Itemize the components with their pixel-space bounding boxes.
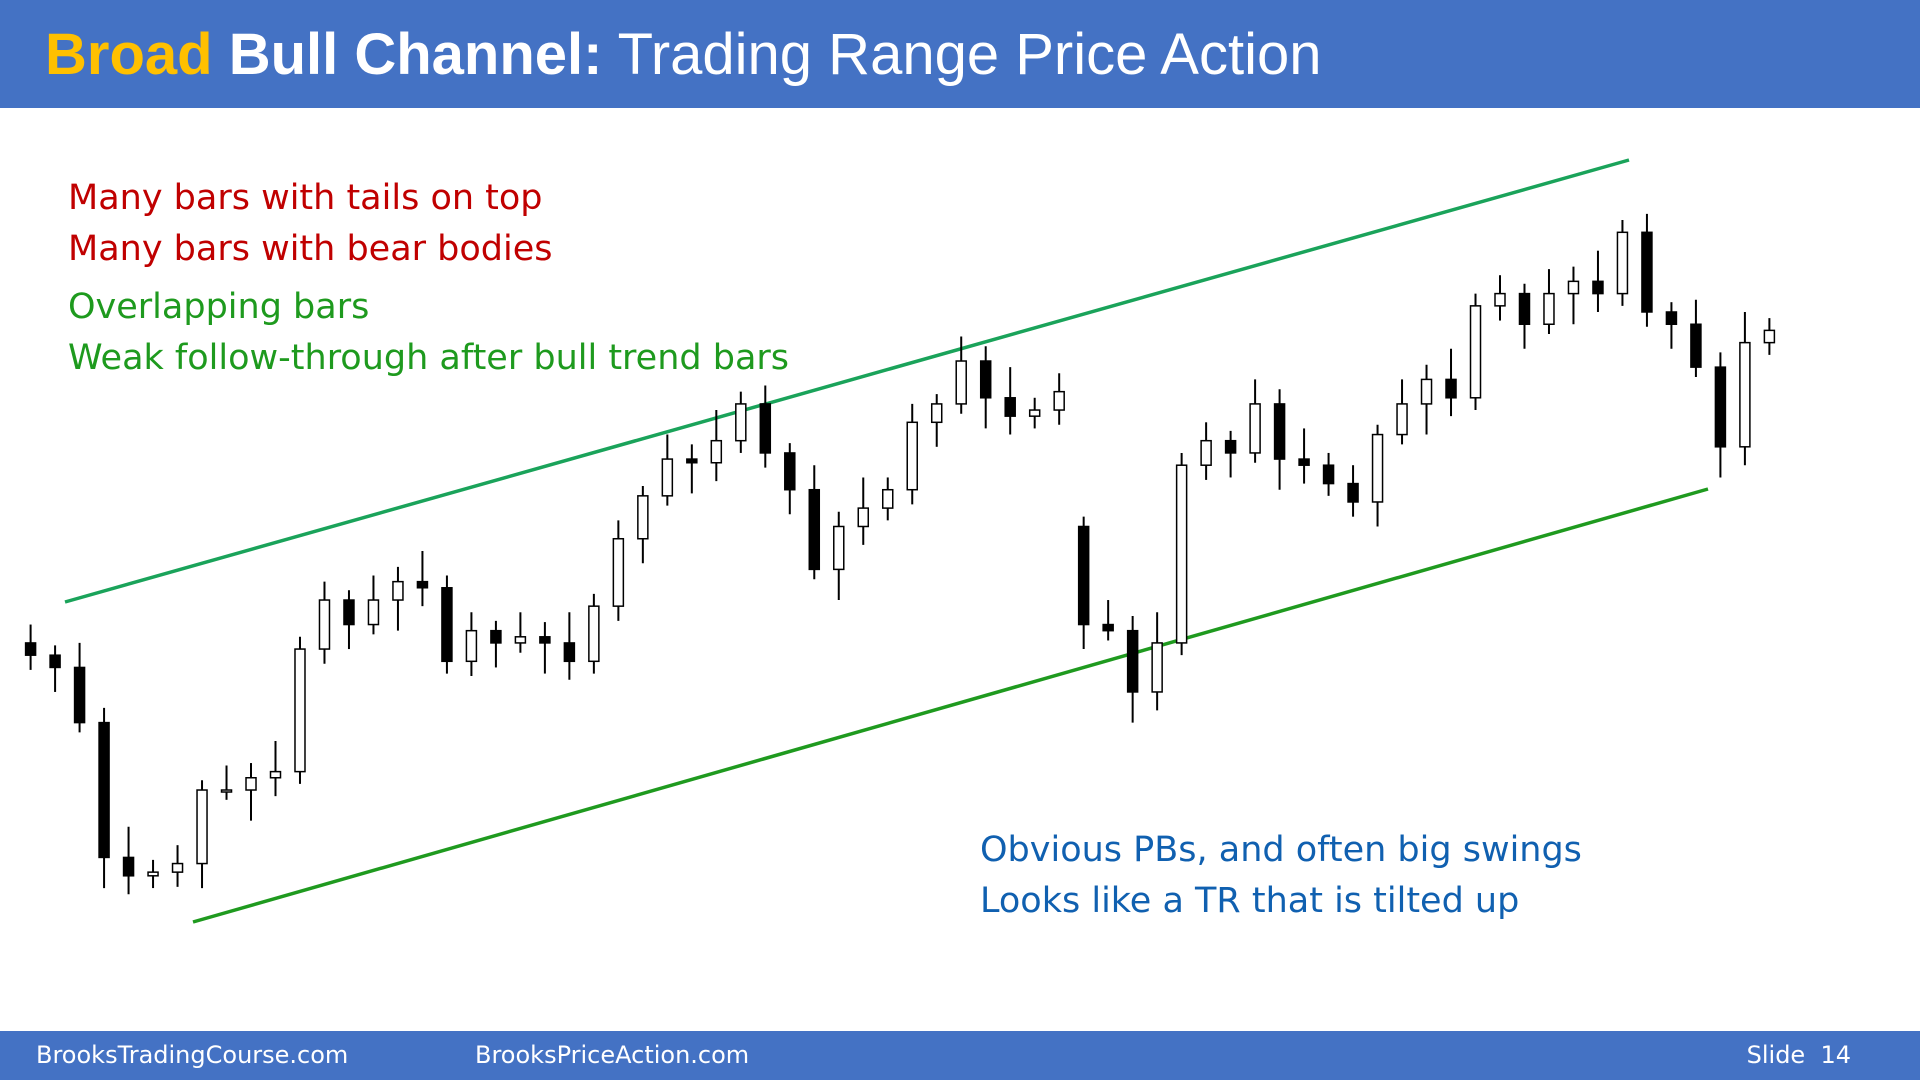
candle-body: [1518, 292, 1531, 325]
candle-body: [73, 666, 86, 724]
footer-mid: BrooksPriceAction.com: [475, 1041, 749, 1069]
candle-body: [1567, 280, 1580, 295]
candle-body: [563, 642, 576, 663]
candle-body: [784, 452, 796, 491]
note: Obvious PBs, and often big swings: [980, 830, 1582, 870]
footer: BrooksTradingCourse.com BrooksPriceActio…: [36, 1041, 1851, 1069]
note: Many bars with bear bodies: [68, 229, 553, 269]
candle-body: [808, 488, 821, 571]
candle-body: [661, 458, 674, 497]
note: Looks like a TR that is tilted up: [980, 881, 1519, 921]
lower-channel-line: [192, 487, 1709, 924]
candle-body: [735, 403, 747, 442]
candle-body: [1249, 403, 1261, 454]
footer-right: Slide 14: [1747, 1041, 1851, 1069]
candle-body: [416, 580, 429, 589]
candle-body: [1322, 464, 1335, 485]
title-rest: Trading Range Price Action: [618, 22, 1322, 87]
candle-body: [1739, 341, 1751, 448]
candle-body: [1445, 378, 1457, 399]
candle-body: [318, 599, 331, 650]
candle-body: [1616, 231, 1629, 295]
candle-body: [147, 871, 159, 877]
candle-body: [294, 648, 306, 773]
footer-bar: [0, 1031, 1920, 1080]
candle-body: [441, 587, 453, 663]
candle-body: [269, 770, 282, 779]
note: Many bars with tails on top: [68, 178, 543, 218]
header-bar: [0, 0, 1920, 108]
title-bold: Bull Channel:: [229, 22, 603, 87]
candle-body: [1494, 292, 1506, 307]
candle-body: [955, 360, 967, 405]
candles: [24, 213, 1776, 895]
candle-body: [24, 642, 37, 656]
candle-body: [539, 636, 551, 644]
notes: Many bars with tails on top Many bars wi…: [68, 178, 1582, 921]
candle-body: [833, 525, 845, 571]
candle-body: [196, 789, 208, 865]
candle-body: [1396, 403, 1408, 436]
candle-body: [1371, 433, 1384, 503]
upper-channel-line: [64, 158, 1630, 604]
candle-body: [1028, 409, 1041, 417]
candle-body: [1592, 280, 1604, 295]
candle-body: [882, 488, 894, 509]
candle-body: [49, 654, 61, 669]
candle-body: [710, 439, 723, 464]
candle-body: [637, 495, 649, 540]
candle-body: [367, 599, 380, 626]
candle-body: [98, 721, 110, 859]
candle-body: [1102, 623, 1114, 632]
candle-body: [245, 777, 257, 791]
candle-body: [1126, 629, 1139, 693]
footer-left: BrooksTradingCourse.com: [36, 1041, 348, 1069]
candle-body: [171, 862, 184, 873]
candle-body: [1004, 397, 1016, 417]
candle-body: [1273, 403, 1286, 460]
candle-body: [1298, 458, 1310, 466]
candle-body: [392, 580, 404, 601]
candle-body: [1690, 323, 1702, 368]
candle-body: [514, 636, 527, 644]
candle-body: [1543, 292, 1555, 325]
candle-body: [906, 421, 918, 491]
title: Broad Bull Channel: Trading Range Price …: [45, 22, 1321, 87]
candle-body: [979, 360, 992, 399]
candle-body: [588, 605, 600, 663]
candle-body: [686, 458, 698, 464]
candle-body: [930, 403, 943, 424]
note: Overlapping bars: [68, 287, 369, 327]
candle-body: [220, 789, 233, 793]
candle-body: [759, 403, 772, 454]
candle-body: [1224, 439, 1237, 454]
candle-body: [343, 599, 355, 626]
candle-body: [1420, 378, 1433, 405]
candle-body: [1665, 311, 1678, 325]
candle-body: [1200, 439, 1212, 466]
candle-body: [1175, 464, 1188, 644]
candle-body: [465, 629, 478, 663]
candle-body: [490, 629, 502, 644]
candle-body: [1053, 390, 1065, 411]
title-highlight: Broad: [45, 22, 213, 87]
candle-body: [1763, 329, 1776, 344]
candle-body: [1077, 525, 1090, 626]
candle-body: [1469, 305, 1482, 399]
candle-body: [1151, 642, 1163, 693]
candle-body: [1714, 366, 1727, 448]
candle-body: [1347, 482, 1359, 503]
candle-body: [612, 537, 625, 607]
note: Weak follow-through after bull trend bar…: [68, 338, 789, 378]
candle-body: [1641, 231, 1653, 313]
candle-body: [857, 507, 870, 528]
candle-body: [122, 856, 135, 877]
